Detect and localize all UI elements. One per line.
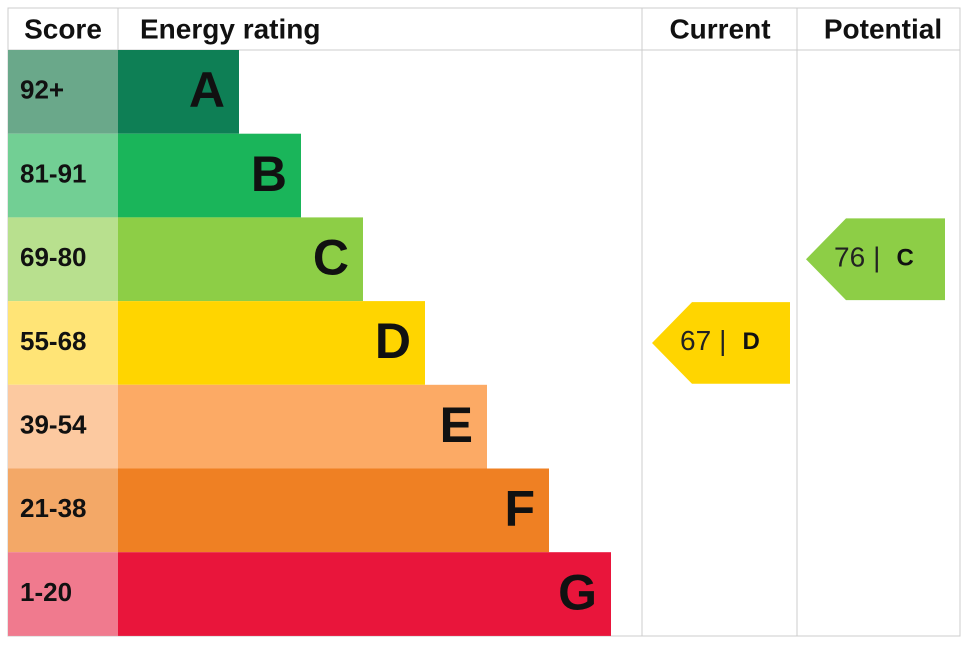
potential-arrow [806,218,945,301]
score-cell [8,468,118,553]
score-cell [8,301,118,385]
current-separator: | [719,325,726,356]
header-score: Score [24,13,102,44]
band-letter: A [189,62,225,118]
current-value: 67 [680,325,711,356]
band-bar [118,468,549,553]
band-range: 21-38 [20,493,87,523]
potential-rating: C [896,245,913,272]
band-bar [118,133,301,218]
band-bar [118,217,363,302]
band-range: 39-54 [20,410,87,440]
score-cell [8,552,118,636]
potential-label: 76 | C [834,242,914,273]
score-cell [8,50,118,134]
band-bar [118,552,611,636]
band-range: 69-80 [20,242,87,272]
band-letter: F [504,481,535,537]
band-range: 1-20 [20,577,72,607]
header-rating: Energy rating [140,13,320,44]
band-range: 55-68 [20,326,87,356]
potential-separator: | [873,242,880,273]
potential-value: 76 [834,242,865,273]
band-letter: D [375,313,411,369]
band-bar [118,50,239,134]
score-cell [8,133,118,218]
band-letter: B [251,146,287,202]
score-cell [8,384,118,469]
band-bar [118,301,425,385]
band-range: 81-91 [20,158,87,188]
header-current: Current [669,13,770,44]
band-range: 92+ [20,75,64,105]
band-letter: G [558,564,597,620]
band-letter: C [313,229,349,285]
band-letter: E [440,397,473,453]
current-rating: D [742,328,759,355]
current-arrow [652,302,790,384]
header-potential: Potential [824,13,942,44]
band-bar [118,384,487,469]
score-cell [8,217,118,302]
current-label: 67 | D [680,325,760,356]
